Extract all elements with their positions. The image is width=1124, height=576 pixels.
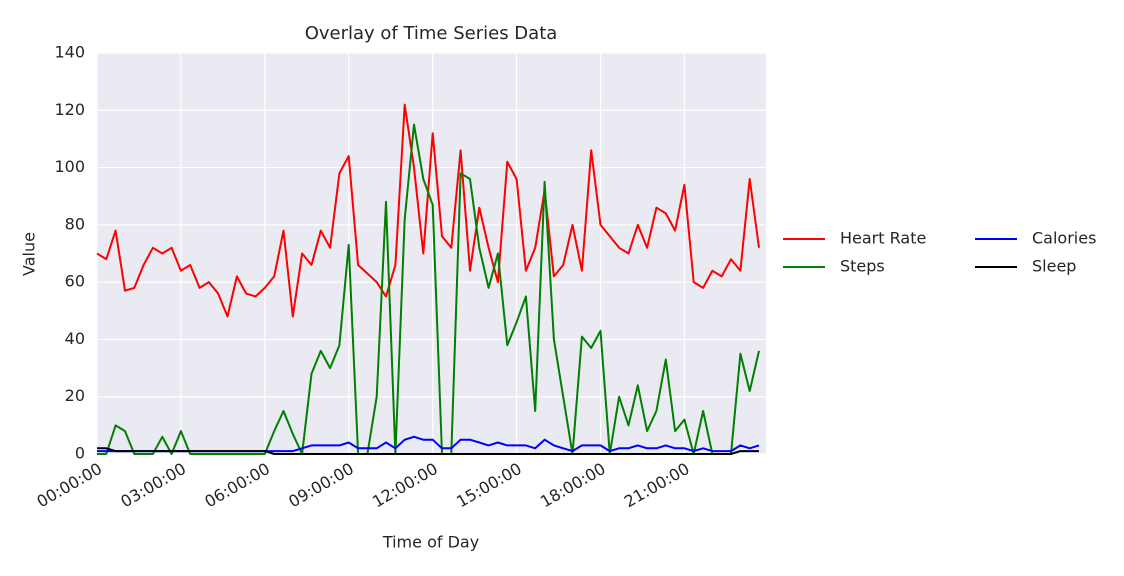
x-tick-label: 09:00:00 [285,459,357,511]
plot-area [97,53,766,454]
y-tick-label: 80 [65,214,85,233]
y-tick-label: 120 [54,100,85,119]
x-tick-label: 18:00:00 [537,459,609,511]
y-tick-label: 20 [65,386,85,405]
x-tick-label: 06:00:00 [201,459,273,511]
y-tick-label: 140 [54,43,85,62]
y-tick-label: 40 [65,329,85,348]
x-tick-label: 00:00:00 [34,459,106,511]
x-axis-label: Time of Day [382,533,479,552]
y-tick-label: 60 [65,272,85,291]
x-tick-label: 21:00:00 [621,459,693,511]
series-line [97,447,759,455]
x-tick-label: 12:00:00 [369,459,441,511]
y-tick-label: 100 [54,157,85,176]
legend-label: Calories [1032,229,1096,248]
legend-label: Heart Rate [840,229,926,248]
legend-label: Steps [840,257,885,276]
y-axis-label: Value [20,232,39,276]
legend-label: Sleep [1032,257,1076,276]
chart-title: Overlay of Time Series Data [305,23,558,44]
x-tick-label: 15:00:00 [453,459,525,511]
x-tick-label: 03:00:00 [117,459,189,511]
series-line [97,123,760,455]
y-tick-label: 0 [75,444,85,463]
